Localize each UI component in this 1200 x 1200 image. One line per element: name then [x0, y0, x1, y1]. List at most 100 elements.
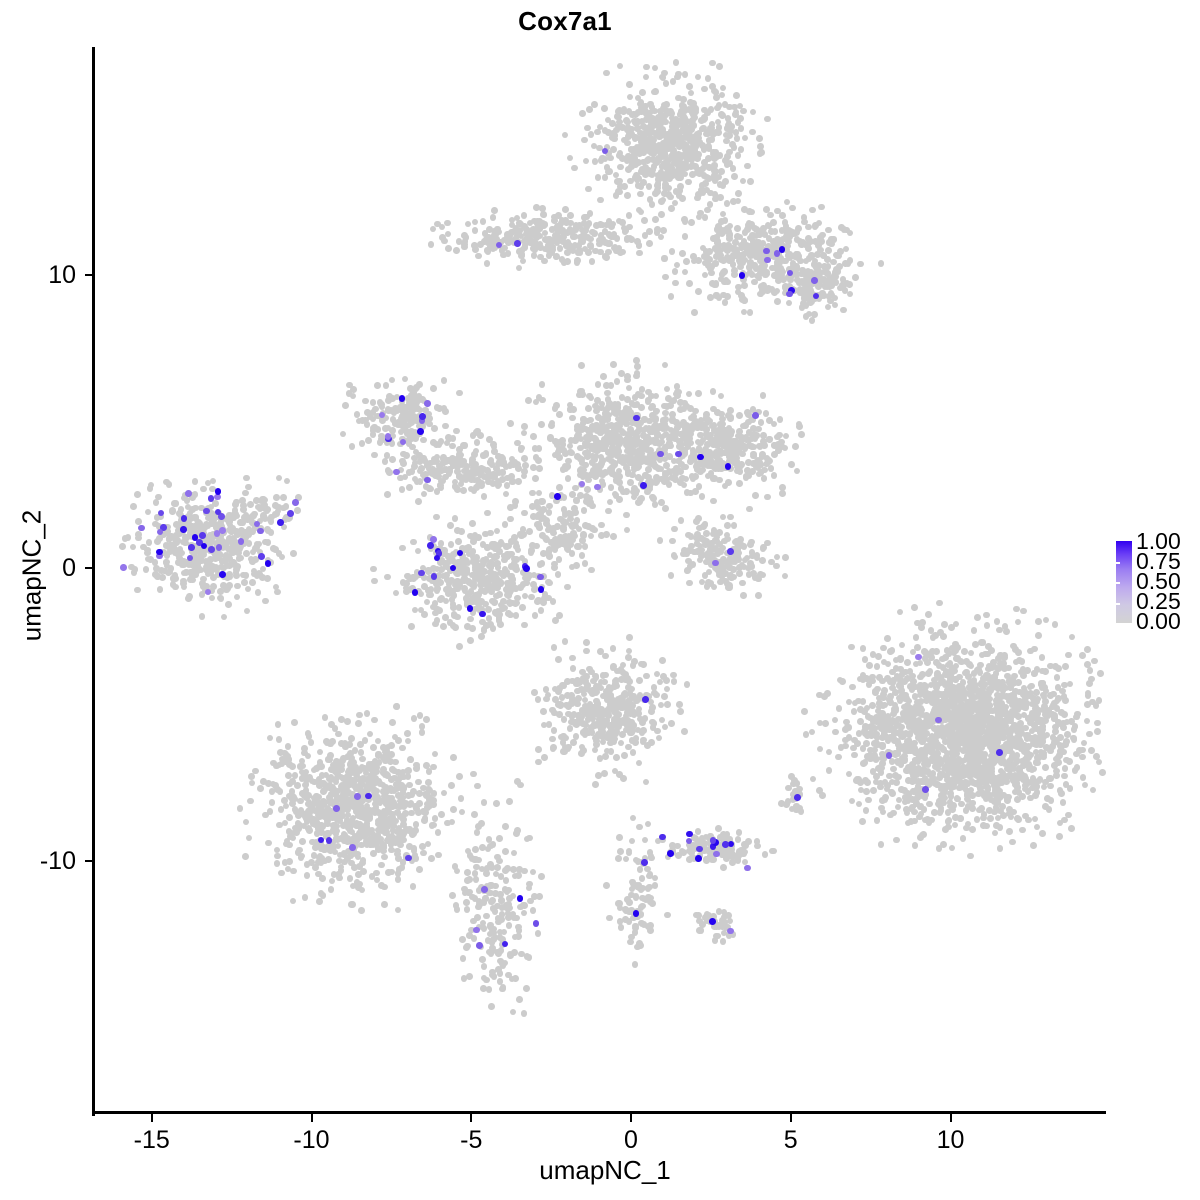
data-point — [637, 190, 644, 198]
data-point — [509, 584, 517, 591]
data-point — [579, 110, 586, 118]
data-point — [402, 584, 410, 592]
data-point — [562, 542, 570, 549]
data-point — [441, 547, 448, 554]
data-point — [480, 627, 488, 634]
data-point — [437, 558, 444, 566]
data-point — [462, 476, 470, 484]
data-point — [179, 559, 187, 567]
data-point — [422, 470, 429, 478]
data-point — [424, 840, 432, 848]
data-point — [216, 551, 224, 559]
data-point — [578, 552, 586, 559]
data-point — [704, 206, 711, 214]
data-point — [567, 521, 575, 529]
data-point — [281, 797, 288, 804]
data-point — [369, 431, 377, 438]
data-point — [352, 764, 360, 771]
data-point — [415, 498, 422, 505]
data-point — [728, 122, 736, 130]
data-point — [169, 580, 177, 588]
data-point — [608, 450, 616, 458]
data-point — [536, 524, 543, 531]
data-point — [686, 579, 693, 587]
data-point — [597, 196, 604, 204]
data-point — [627, 426, 634, 433]
data-point — [189, 494, 196, 501]
data-point — [208, 510, 215, 517]
data-point — [620, 409, 628, 416]
data-point — [781, 572, 789, 580]
data-point — [556, 612, 563, 620]
data-point — [355, 720, 362, 727]
data-point — [651, 501, 659, 508]
data-point — [616, 106, 623, 114]
data-point — [466, 615, 474, 623]
data-point — [717, 194, 725, 201]
data-point — [210, 583, 217, 590]
data-point — [398, 486, 406, 493]
data-point — [669, 397, 676, 405]
data-point — [540, 514, 547, 522]
data-point — [466, 972, 474, 980]
data-point — [124, 534, 132, 541]
data-point — [303, 872, 311, 879]
data-point — [220, 613, 228, 621]
data-point — [460, 487, 467, 495]
data-point — [551, 564, 558, 572]
data-point — [529, 489, 536, 497]
data-point — [540, 506, 547, 514]
data-point — [135, 518, 142, 525]
data-point — [824, 303, 832, 311]
data-point — [716, 476, 723, 484]
data-point — [478, 482, 485, 489]
data-point — [433, 453, 441, 461]
data-point — [240, 539, 248, 547]
data-point — [651, 438, 658, 445]
data-point — [571, 509, 579, 516]
data-point — [618, 393, 626, 401]
data-point — [191, 478, 199, 486]
data-point — [737, 146, 745, 153]
data-point — [175, 527, 183, 534]
data-point — [500, 552, 508, 560]
plot-panel[interactable] — [95, 48, 1106, 1113]
data-point — [645, 240, 653, 248]
data-point — [757, 419, 765, 426]
data-point — [469, 571, 477, 579]
data-point — [373, 412, 381, 420]
data-point — [277, 869, 285, 877]
data-point — [592, 452, 600, 460]
data-point — [445, 245, 452, 252]
data-point — [716, 62, 723, 70]
data-point — [490, 443, 498, 451]
data-point — [175, 547, 183, 554]
data-point — [404, 729, 411, 737]
data-point — [672, 59, 680, 66]
data-point — [616, 496, 623, 503]
data-point — [829, 236, 836, 243]
data-point — [159, 574, 166, 581]
data-point — [338, 716, 346, 723]
data-point — [448, 596, 456, 604]
data-point — [625, 212, 633, 219]
data-point — [133, 586, 141, 594]
data-point — [495, 460, 502, 468]
data-point — [361, 416, 369, 424]
data-point — [437, 566, 445, 573]
data-point — [596, 237, 604, 244]
data-point — [410, 847, 418, 855]
data-point — [601, 253, 609, 260]
data-point — [639, 89, 647, 97]
data-point — [529, 464, 537, 472]
data-point — [223, 562, 231, 569]
data-point — [247, 501, 254, 508]
data-point — [440, 453, 447, 461]
data-point — [745, 505, 753, 513]
data-point — [809, 206, 816, 214]
data-point — [457, 480, 465, 488]
data-point — [474, 465, 481, 473]
data-point — [510, 560, 518, 567]
data-point — [702, 180, 710, 187]
data-point — [503, 474, 511, 482]
